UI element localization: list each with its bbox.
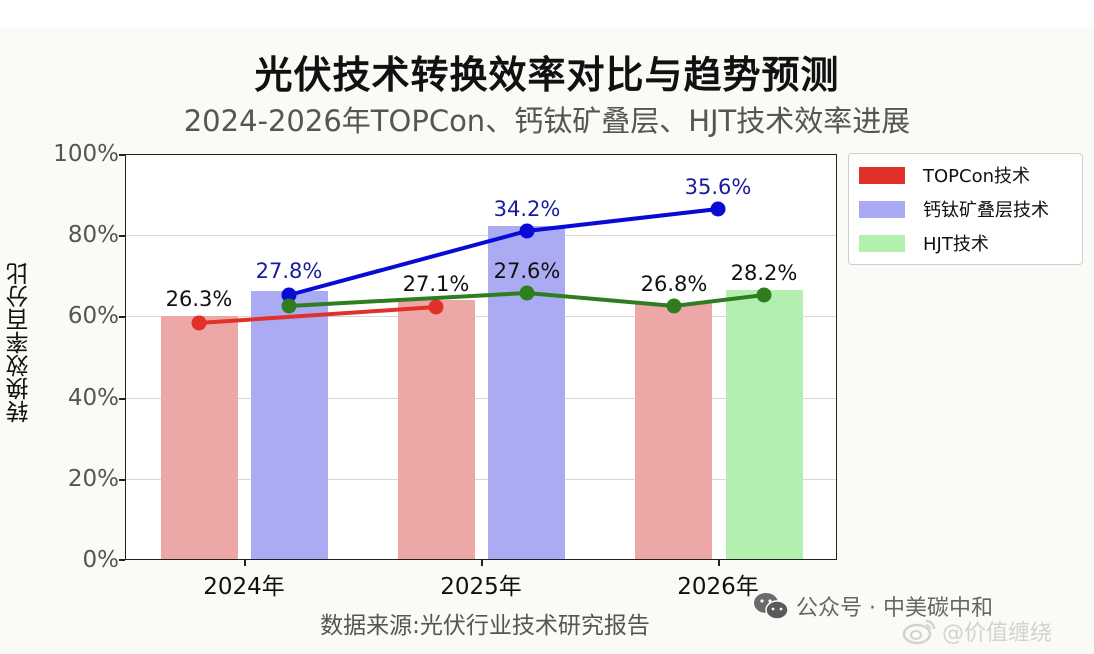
legend-item-perovskite: 钙钛矿叠层技术: [859, 198, 1049, 221]
ytick-60: 60%: [67, 303, 119, 329]
legend-label: TOPCon技术: [923, 166, 1031, 187]
xtick-mark: [244, 560, 246, 566]
label-hjt-2026-a: 26.8%: [640, 272, 708, 296]
gridline-60: [126, 316, 836, 317]
legend-label: 钙钛矿叠层技术: [923, 200, 1049, 221]
legend-item-topcon: TOPCon技术: [859, 164, 1031, 187]
label-perovskite-2024: 27.8%: [255, 259, 323, 283]
legend: TOPCon技术 钙钛矿叠层技术 HJT技术: [848, 153, 1083, 265]
bar-topcon-2024: [161, 316, 238, 559]
weibo-icon: [902, 619, 936, 645]
chart-title: 光伏技术转换效率对比与趋势预测: [254, 53, 840, 97]
ytick-mark: [119, 316, 125, 318]
xtick-2025: 2025年: [440, 574, 522, 600]
bar-topcon-2025: [398, 300, 475, 559]
gridline-80: [126, 235, 836, 236]
gridline-40: [126, 398, 836, 399]
ytick-0: 0%: [82, 547, 120, 573]
top-white-strip: [0, 0, 1094, 28]
ytick-80: 80%: [67, 222, 119, 248]
xtick-2024: 2024年: [203, 574, 285, 600]
bar-hjt-2026: [726, 290, 803, 559]
ytick-100: 100%: [53, 141, 119, 167]
xtick-mark: [481, 560, 483, 566]
label-hjt-2025: 27.6%: [493, 259, 561, 283]
weibo-watermark: @价值缠绕: [902, 615, 1052, 647]
label-perovskite-2025: 34.2%: [493, 197, 561, 221]
legend-swatch-topcon: [859, 166, 905, 184]
ytick-mark: [119, 154, 125, 156]
label-topcon-2025: 27.1%: [402, 272, 470, 296]
plot-area: [125, 154, 837, 560]
xtick-mark: [718, 560, 720, 566]
label-topcon-2024: 26.3%: [165, 287, 233, 311]
xtick-2026: 2026年: [677, 574, 759, 600]
data-source: 数据来源:光伏行业技术研究报告: [320, 613, 650, 639]
bar-perovskite-2024: [251, 291, 328, 559]
wechat-watermark-text: 公众号 · 中美碳中和: [796, 596, 993, 621]
ytick-mark: [119, 479, 125, 481]
legend-swatch-hjt: [859, 234, 905, 252]
ytick-mark: [119, 235, 125, 237]
label-hjt-2026-b: 28.2%: [730, 261, 798, 285]
ytick-40: 40%: [67, 385, 119, 411]
label-perovskite-2026: 35.6%: [684, 175, 752, 199]
ytick-20: 20%: [67, 466, 119, 492]
legend-item-hjt: HJT技术: [859, 232, 989, 255]
wechat-icon: [754, 593, 789, 620]
weibo-watermark-text: @价值缠绕: [942, 621, 1053, 646]
legend-swatch-perovskite: [859, 200, 905, 218]
wechat-watermark: 公众号 · 中美碳中和: [752, 590, 993, 622]
legend-label: HJT技术: [923, 234, 989, 255]
ytick-mark: [119, 398, 125, 400]
ytick-mark: [119, 559, 125, 561]
bar-topcon-2026: [635, 303, 712, 559]
chart-subtitle: 2024-2026年TOPCon、钙钛矿叠层、HJT技术效率进展: [183, 104, 911, 138]
gridline-20: [126, 479, 836, 480]
